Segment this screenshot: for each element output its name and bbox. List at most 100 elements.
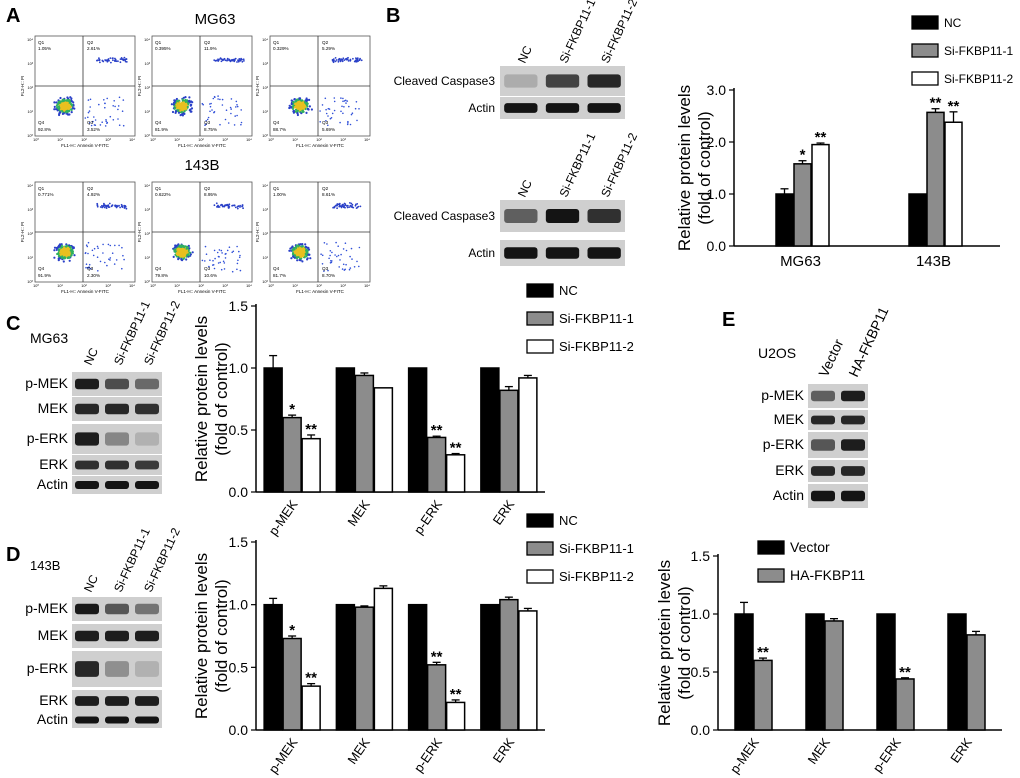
flow-y-axis-label: FL2-H:: PI	[137, 222, 142, 243]
flow-dot	[319, 110, 321, 112]
flow-quadrant-value: 11.9%	[204, 46, 217, 51]
flow-dot	[307, 253, 310, 256]
flow-dot	[65, 111, 68, 114]
flow-dot	[233, 204, 236, 207]
flow-dot	[65, 252, 68, 256]
flow-quadrant-label: Q4	[38, 120, 45, 125]
flow-dot	[337, 245, 340, 247]
flow-dot	[333, 109, 336, 112]
flow-dot	[63, 99, 66, 102]
x-tick-label: MEK	[344, 735, 373, 767]
flow-dot	[182, 96, 185, 99]
x-tick-label: p-ERK	[411, 735, 445, 775]
flow-dot	[96, 202, 99, 205]
flow-dot	[359, 57, 361, 60]
bar	[926, 111, 945, 247]
blot-band	[105, 661, 129, 677]
flow-dot	[220, 249, 223, 252]
flow-dot	[348, 268, 351, 271]
flow-dot	[58, 113, 61, 117]
flow-dot	[239, 204, 242, 207]
flow-dot	[299, 97, 302, 100]
flow-y-axis-label: FL2-H:: PI	[255, 76, 260, 97]
flow-dot	[58, 106, 61, 110]
flow-quadrant-value: 2.30%	[87, 273, 100, 278]
flow-y-axis-label: FL2-H:: PI	[137, 76, 142, 97]
flow-x-axis-label: FL1-H:: Annexin V-FITC	[296, 289, 345, 294]
flow-dot	[348, 206, 351, 209]
blot-band	[587, 208, 621, 224]
significance-label: *	[289, 401, 295, 418]
flow-dot	[223, 262, 226, 264]
flow-dot	[64, 105, 67, 108]
flow-x-tick: 10⁰	[150, 284, 156, 288]
significance-label: **	[899, 664, 911, 681]
flow-dot	[92, 120, 94, 123]
significance-label: **	[930, 95, 942, 112]
flow-dot	[239, 254, 241, 257]
flow-dot	[174, 110, 177, 113]
flow-dot	[243, 60, 245, 62]
flow-dot	[293, 256, 296, 259]
flow-dot	[53, 249, 56, 252]
flow-y-tick: 10⁴	[144, 38, 150, 42]
flow-dot	[92, 254, 95, 257]
flow-quadrant-value: 0.771%	[38, 192, 54, 197]
flow-dot	[234, 115, 236, 117]
flow-dot	[240, 58, 243, 61]
bar	[335, 603, 356, 731]
flow-dot	[327, 269, 329, 272]
flow-dot	[329, 117, 332, 120]
flow-dot	[58, 254, 61, 257]
flow-dot	[53, 108, 56, 111]
flow-dot	[295, 98, 298, 101]
flow-dot	[339, 60, 342, 63]
flow-dot	[217, 95, 219, 97]
flow-dot	[299, 257, 302, 260]
y-axis-label: Relative protein levels(fold of control)	[192, 553, 231, 719]
flow-dot	[216, 251, 219, 254]
flow-dot	[61, 112, 64, 115]
flow-dot	[104, 204, 106, 207]
flow-dot	[331, 260, 333, 262]
flow-dot	[58, 257, 62, 260]
flow-dot	[340, 110, 342, 113]
flow-dot	[177, 257, 180, 260]
bar	[480, 367, 500, 493]
x-tick-label: MEK	[805, 735, 834, 767]
flow-dot	[188, 254, 191, 257]
legend-swatch	[911, 43, 939, 58]
flow-dot	[230, 112, 232, 115]
flow-dot	[70, 249, 73, 252]
flow-dot	[325, 108, 327, 111]
flow-dot	[305, 111, 308, 114]
flow-dot	[293, 248, 296, 251]
flow-dot	[212, 97, 215, 100]
flow-quadrant-label: Q2	[204, 186, 211, 191]
flow-quadrant-label: Q1	[273, 40, 280, 45]
flow-dot	[114, 59, 117, 62]
flow-dot	[121, 206, 124, 209]
blot-lane-label: Si-FKBP11-2	[598, 130, 640, 199]
flow-x-tick: 10¹	[57, 138, 63, 142]
flow-dot	[111, 57, 114, 60]
flow-dot	[123, 56, 126, 59]
flow-dot	[183, 110, 186, 113]
flow-dot	[117, 60, 119, 63]
flow-dot	[238, 250, 240, 253]
y-tick-label: 1.0	[691, 606, 711, 622]
bar	[966, 634, 986, 731]
blot-lane-label: NC	[515, 43, 535, 65]
flow-dot	[295, 245, 298, 248]
flow-dot	[56, 109, 59, 112]
flow-x-tick: 10¹	[57, 284, 63, 288]
flow-dot	[230, 108, 232, 110]
flow-dot	[305, 251, 308, 254]
flow-dot	[114, 244, 116, 247]
flow-quadrant-value: 3.52%	[87, 127, 100, 132]
flow-dot	[290, 102, 293, 106]
flow-dot	[184, 107, 187, 110]
blot-band	[135, 696, 159, 706]
